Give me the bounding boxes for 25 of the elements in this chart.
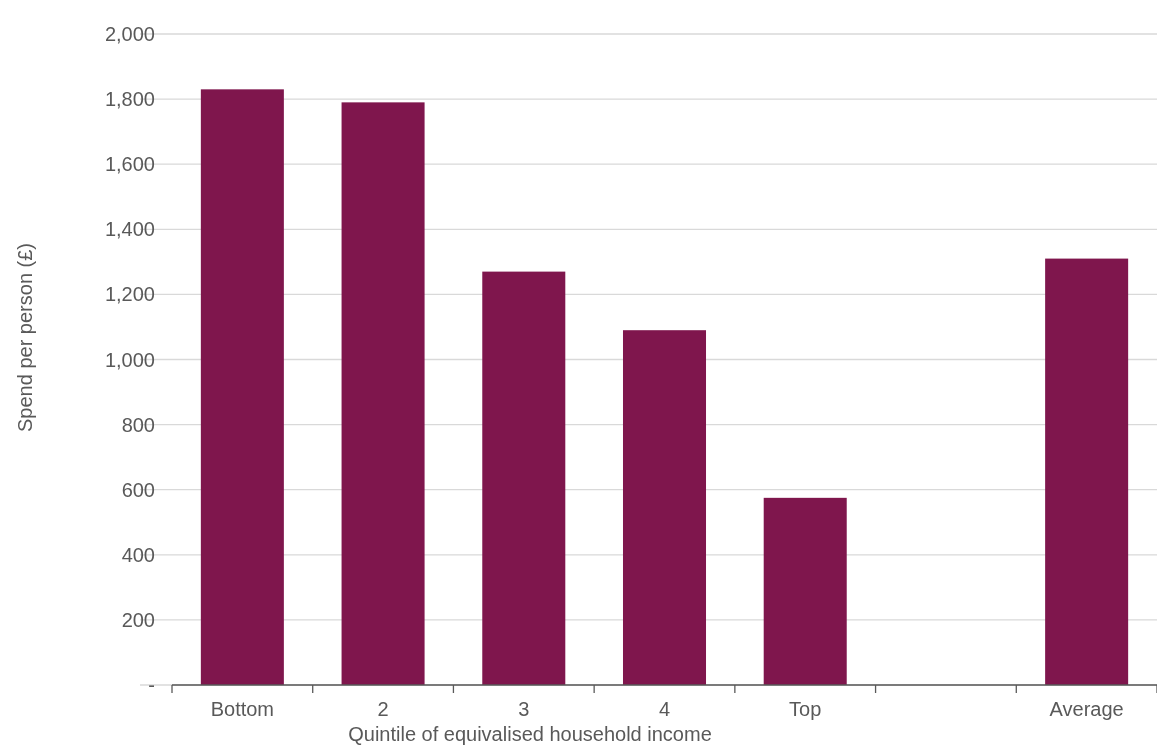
bar [1045,258,1129,685]
y-tick-label: 2,000 [104,23,155,45]
x-tick-label: 3 [518,698,530,720]
x-tick-label: Top [789,698,822,720]
bar [482,271,566,685]
y-tick-label: 800 [121,413,155,436]
bar [341,102,425,685]
bar [200,89,284,685]
x-tick-label: Average [1049,698,1124,720]
x-tick-label: 2 [377,698,389,720]
y-tick-label: 1,200 [104,283,155,306]
y-tick-label: - [148,674,155,696]
y-axis-title: Spend per person (£) [14,242,36,433]
y-tick-label: 1,600 [104,153,155,176]
x-tick-label: Bottom [210,698,275,720]
y-tick-label: 600 [121,478,155,501]
x-tick-label: 4 [658,698,671,720]
y-tick-label: 200 [121,608,155,631]
x-axis-title: Quintile of equivalised household income [348,723,712,745]
y-tick-label: 1,400 [104,218,155,241]
bar [763,497,847,685]
y-tick-label: 1,000 [104,348,155,371]
bar [622,330,707,685]
y-tick-label: 1,800 [104,88,155,111]
y-tick-label: 400 [121,543,155,566]
